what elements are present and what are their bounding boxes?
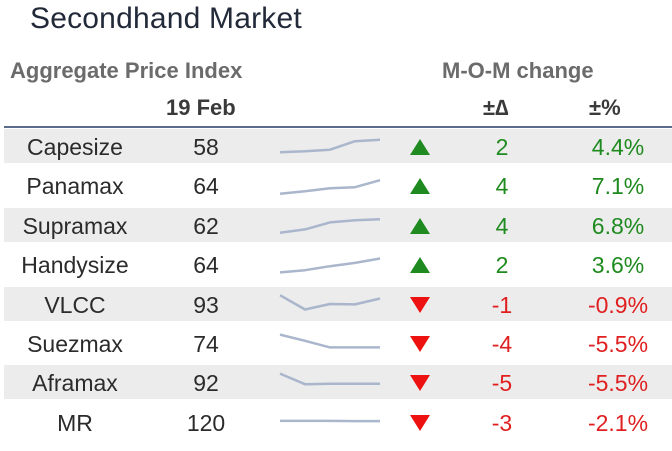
vessel-name: Aframax	[32, 370, 118, 397]
arrow-down-icon	[410, 414, 430, 431]
delta-value: 2	[495, 134, 509, 160]
arrow-up-icon	[410, 139, 430, 155]
pct-value: -5.5%	[587, 331, 649, 357]
index-value: 64	[193, 173, 219, 200]
trend-sparkline	[279, 257, 381, 274]
index-value: 120	[186, 409, 226, 436]
vessel-name: Panamax	[26, 173, 124, 200]
index-value: 64	[193, 252, 219, 279]
arrow-down-icon	[410, 336, 430, 352]
delta-header: ±∆	[483, 95, 509, 120]
trend-sparkline	[279, 372, 380, 386]
sparkline-path	[279, 138, 381, 154]
vessel-name: Capesize	[27, 134, 123, 160]
index-value: 93	[193, 291, 219, 318]
vessel-name: Handysize	[21, 252, 129, 279]
page-title: Secondhand Market	[30, 2, 302, 35]
pct-value: 6.8%	[591, 212, 645, 239]
vessel-name: VLCC	[44, 291, 106, 318]
sparkline-path	[279, 333, 380, 349]
pct-value: 7.1%	[591, 173, 645, 200]
table-row: Panamax 64 4 7.1%	[4, 168, 672, 202]
delta-value: 4	[495, 173, 509, 200]
index-value: 92	[193, 370, 219, 397]
pct-value: -0.9%	[587, 291, 649, 318]
index-value: 58	[193, 134, 219, 160]
sparkline-path	[279, 179, 381, 196]
trend-sparkline	[279, 217, 381, 234]
table-row: MR 120 -3 -2.1%	[4, 405, 672, 439]
pct-value: -2.1%	[587, 409, 649, 436]
sparkline-path	[279, 257, 381, 274]
table-row: Capesize 58 2 4.4%	[4, 129, 672, 163]
arrow-up-icon	[410, 257, 430, 274]
arrow-down-icon	[410, 296, 430, 313]
delta-value: -1	[491, 291, 513, 318]
delta-value: -3	[491, 409, 513, 436]
trend-sparkline	[279, 293, 381, 311]
arrow-up-icon	[410, 217, 430, 234]
date-header: 19 Feb	[166, 95, 236, 120]
delta-value: 4	[495, 212, 509, 239]
pct-value: -5.5%	[587, 370, 649, 397]
change-header: M-O-M change	[442, 58, 594, 83]
delta-value: -5	[491, 370, 513, 397]
delta-value: 2	[495, 252, 509, 279]
index-value: 74	[193, 331, 219, 357]
trend-sparkline	[279, 138, 381, 154]
header-divider	[4, 126, 672, 128]
trend-sparkline	[279, 179, 381, 196]
pct-value: 4.4%	[591, 134, 645, 160]
table-row: Supramax 62 4 6.8%	[4, 207, 672, 242]
pct-header: ±%	[589, 95, 621, 120]
pct-value: 3.6%	[591, 252, 645, 279]
delta-value: -4	[491, 331, 513, 357]
table-row: Handysize 64 2 3.6%	[4, 247, 672, 281]
sparkline-path	[279, 372, 380, 386]
table-row: VLCC 93 -1 -0.9%	[4, 286, 672, 321]
index-value: 62	[193, 212, 219, 239]
index-header: Aggregate Price Index	[10, 58, 243, 83]
arrow-up-icon	[410, 178, 430, 195]
arrow-down-icon	[410, 375, 430, 392]
table-row: Aframax 92 -5 -5.5%	[4, 365, 672, 400]
sparkline-path	[279, 217, 381, 234]
sparkline-path	[279, 293, 381, 311]
trend-sparkline	[280, 419, 380, 423]
vessel-name: Supramax	[22, 212, 128, 239]
table-row: Suezmax 74 -4 -5.5%	[4, 326, 672, 360]
trend-sparkline	[279, 333, 380, 349]
vessel-name: MR	[57, 409, 93, 436]
vessel-name: Suezmax	[27, 331, 123, 357]
